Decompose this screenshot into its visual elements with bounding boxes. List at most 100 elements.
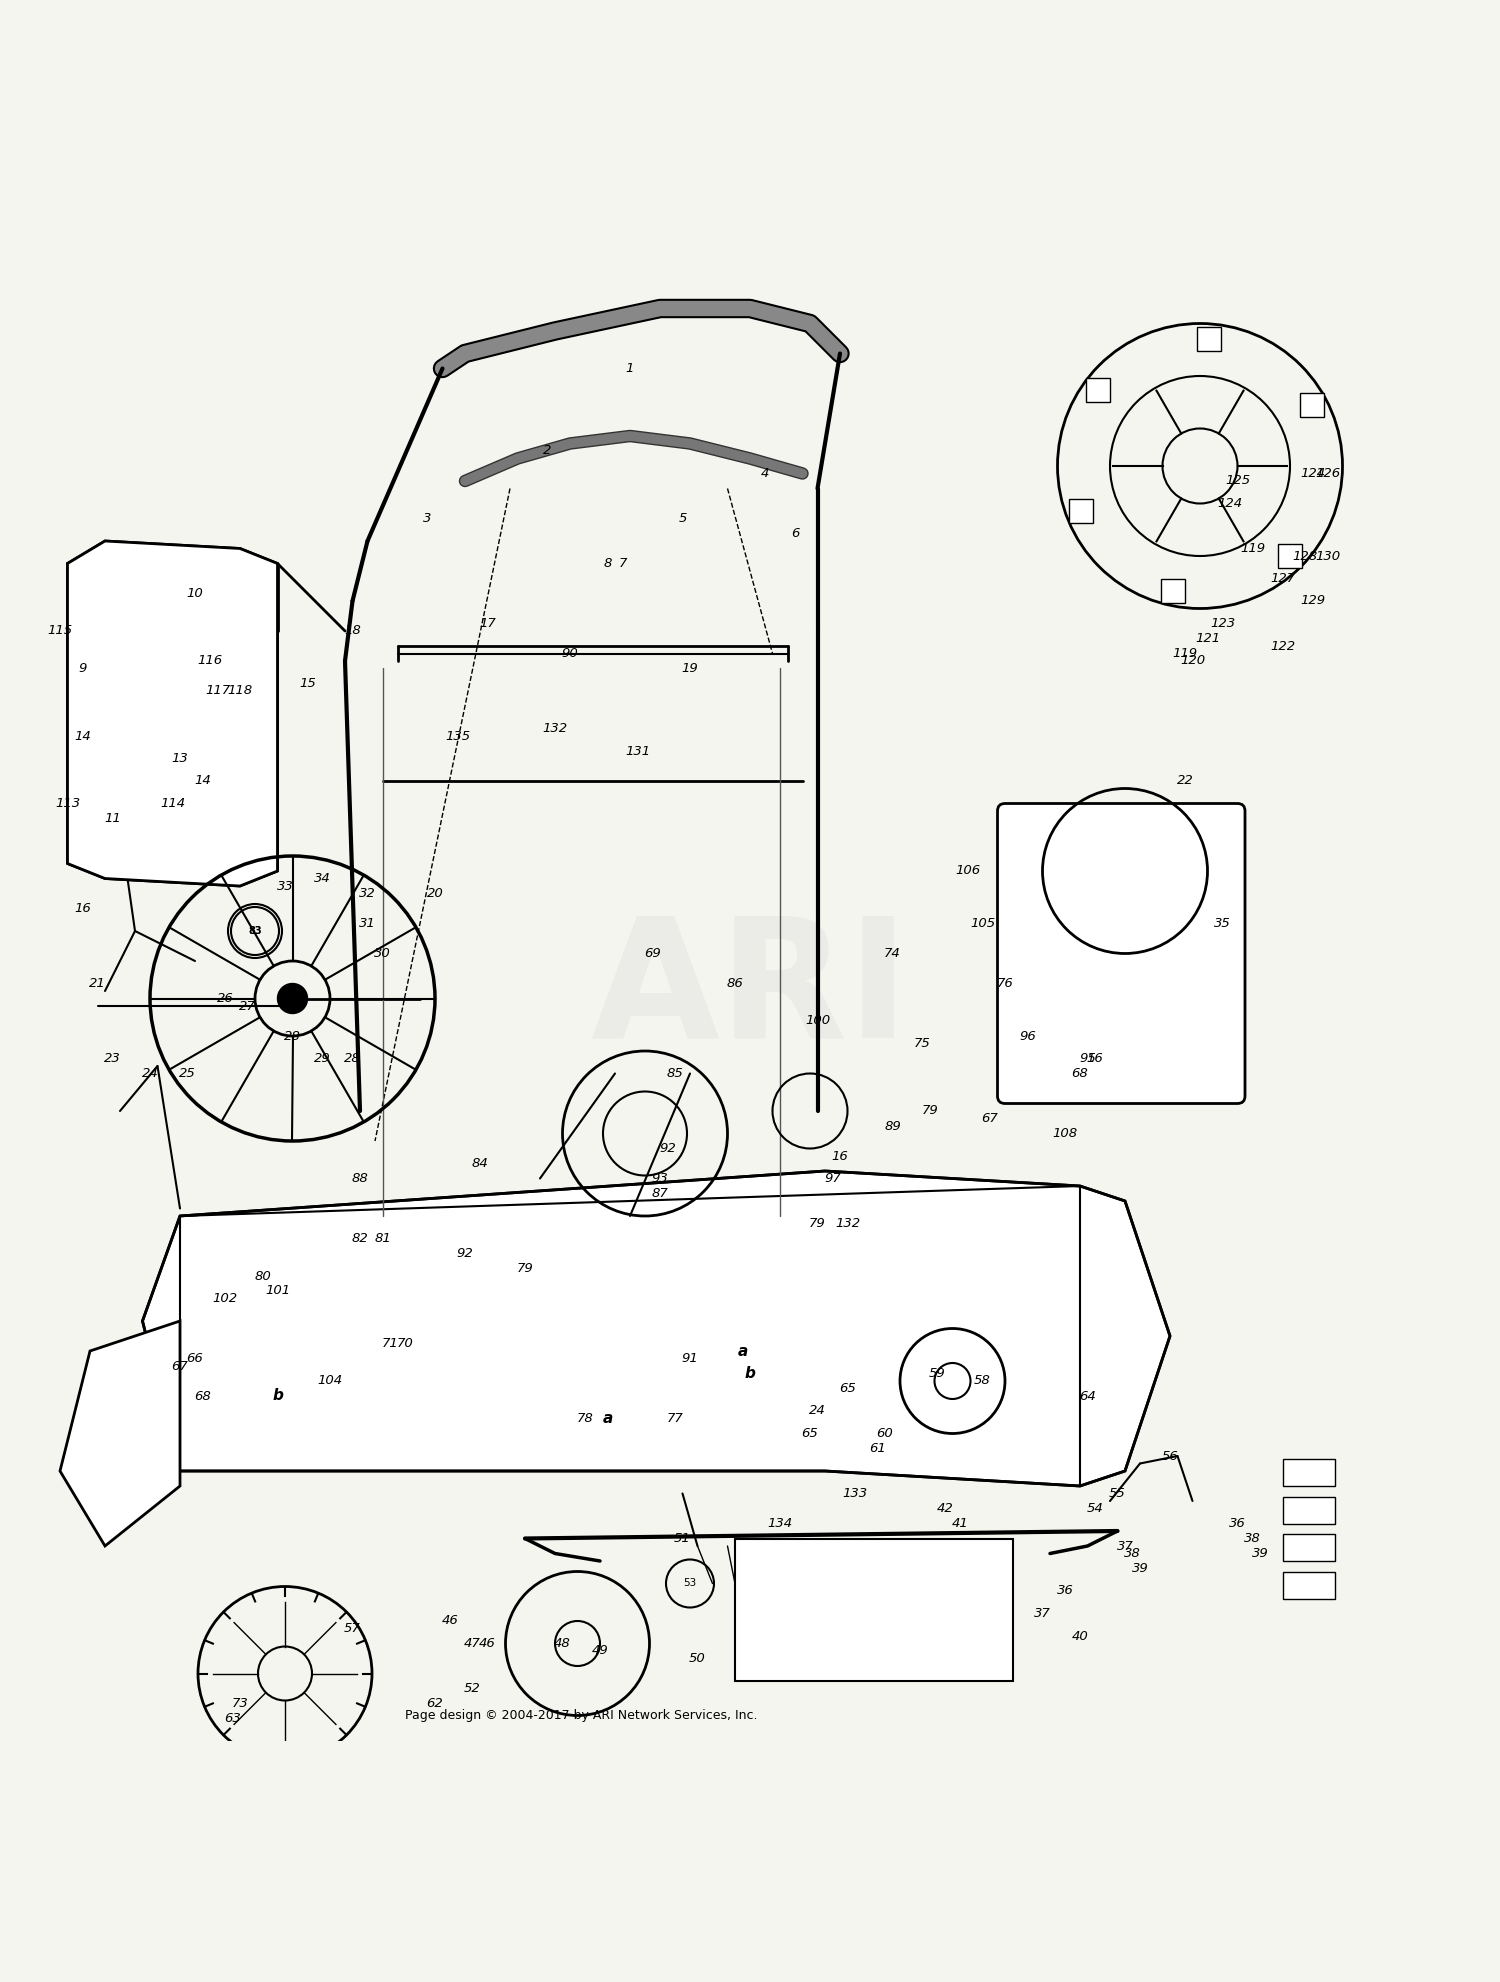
- Text: 17: 17: [478, 616, 496, 630]
- Text: 130: 130: [1316, 549, 1340, 563]
- Text: 24: 24: [141, 1066, 159, 1080]
- Polygon shape: [60, 1320, 180, 1546]
- Text: 70: 70: [396, 1338, 414, 1350]
- Bar: [1300, 392, 1324, 416]
- Bar: [1278, 543, 1302, 569]
- Text: 46: 46: [441, 1615, 459, 1627]
- Text: 19: 19: [681, 662, 699, 676]
- Text: 34: 34: [314, 872, 332, 886]
- Text: 126: 126: [1316, 468, 1340, 480]
- Text: 6: 6: [790, 527, 800, 539]
- Text: 83: 83: [249, 926, 261, 936]
- Text: 18: 18: [344, 624, 362, 638]
- Text: 67: 67: [171, 1360, 189, 1372]
- Text: 65: 65: [839, 1381, 856, 1395]
- Text: 38: 38: [1244, 1532, 1262, 1546]
- Text: 39: 39: [1131, 1562, 1149, 1576]
- Text: 83: 83: [248, 926, 262, 936]
- Text: 73: 73: [231, 1697, 249, 1710]
- Bar: [1161, 579, 1185, 603]
- Text: 2: 2: [543, 444, 552, 458]
- Text: 108: 108: [1053, 1128, 1077, 1140]
- Text: 81: 81: [374, 1233, 392, 1245]
- Text: 59: 59: [928, 1368, 946, 1379]
- Text: 102: 102: [213, 1292, 237, 1304]
- Text: 92: 92: [456, 1247, 474, 1261]
- Bar: [1282, 1534, 1335, 1562]
- Text: 133: 133: [843, 1486, 867, 1500]
- Text: 118: 118: [228, 684, 252, 698]
- Text: 78: 78: [576, 1411, 594, 1425]
- Bar: [1282, 1459, 1335, 1486]
- Text: 74: 74: [884, 947, 902, 959]
- Text: 123: 123: [1210, 616, 1234, 630]
- Text: 40: 40: [1071, 1629, 1089, 1643]
- Text: a: a: [603, 1411, 612, 1425]
- Text: 13: 13: [171, 751, 189, 765]
- Text: 37: 37: [1116, 1540, 1134, 1552]
- Text: 68: 68: [1071, 1066, 1089, 1080]
- Text: b: b: [272, 1389, 284, 1403]
- Text: 37: 37: [1034, 1607, 1052, 1619]
- Text: 4: 4: [760, 468, 770, 480]
- Text: b: b: [744, 1366, 756, 1381]
- Text: 36: 36: [1056, 1584, 1074, 1597]
- Text: 11: 11: [104, 813, 122, 825]
- Text: 50: 50: [688, 1653, 706, 1665]
- Text: 134: 134: [768, 1516, 792, 1530]
- Text: 92: 92: [658, 1142, 676, 1156]
- Text: 10: 10: [186, 587, 204, 601]
- Polygon shape: [68, 541, 278, 886]
- Text: 28: 28: [284, 1029, 302, 1043]
- Text: 132: 132: [543, 721, 567, 735]
- Text: 80: 80: [254, 1270, 272, 1282]
- Text: 23: 23: [104, 1052, 122, 1064]
- FancyBboxPatch shape: [998, 803, 1245, 1104]
- Text: 82: 82: [351, 1233, 369, 1245]
- Text: 47: 47: [464, 1637, 482, 1649]
- Text: 90: 90: [561, 646, 579, 660]
- Text: 15: 15: [298, 678, 316, 690]
- Text: 127: 127: [1270, 573, 1294, 585]
- Text: 135: 135: [446, 729, 470, 743]
- Text: 96: 96: [1019, 1029, 1036, 1043]
- Text: 33: 33: [276, 880, 294, 892]
- Text: 88: 88: [351, 1171, 369, 1185]
- Text: 65: 65: [801, 1427, 819, 1441]
- Text: 124: 124: [1218, 497, 1242, 509]
- Text: 52: 52: [464, 1683, 482, 1695]
- Text: 26: 26: [216, 993, 234, 1005]
- Text: 71: 71: [381, 1338, 399, 1350]
- Text: 46: 46: [478, 1637, 496, 1649]
- Polygon shape: [142, 1171, 1170, 1486]
- Text: 105: 105: [970, 918, 994, 930]
- Text: 76: 76: [996, 977, 1014, 989]
- Text: 57: 57: [344, 1621, 362, 1635]
- Text: 22: 22: [1176, 775, 1194, 787]
- Text: 14: 14: [74, 729, 92, 743]
- Text: 120: 120: [1180, 654, 1204, 668]
- Text: 69: 69: [644, 947, 662, 959]
- Text: 121: 121: [1196, 632, 1219, 644]
- Text: 48: 48: [554, 1637, 572, 1649]
- Text: 128: 128: [1293, 549, 1317, 563]
- Text: 20: 20: [426, 888, 444, 900]
- Text: 100: 100: [806, 1015, 830, 1027]
- Text: 54: 54: [1086, 1502, 1104, 1514]
- Text: 113: 113: [56, 797, 80, 811]
- Text: 16: 16: [1086, 1052, 1104, 1064]
- Text: 64: 64: [1078, 1389, 1096, 1403]
- Text: 29: 29: [314, 1052, 332, 1064]
- Text: ARI: ARI: [591, 910, 909, 1072]
- Text: 87: 87: [651, 1187, 669, 1199]
- Bar: [1197, 327, 1221, 351]
- Text: 14: 14: [194, 775, 211, 787]
- Text: 36: 36: [1228, 1516, 1246, 1530]
- Text: 114: 114: [160, 797, 184, 811]
- Text: 101: 101: [266, 1284, 290, 1298]
- Text: 16: 16: [74, 902, 92, 916]
- Text: 104: 104: [318, 1374, 342, 1387]
- Text: 5: 5: [678, 511, 687, 525]
- Text: 24: 24: [808, 1405, 826, 1417]
- Text: 79: 79: [808, 1217, 826, 1231]
